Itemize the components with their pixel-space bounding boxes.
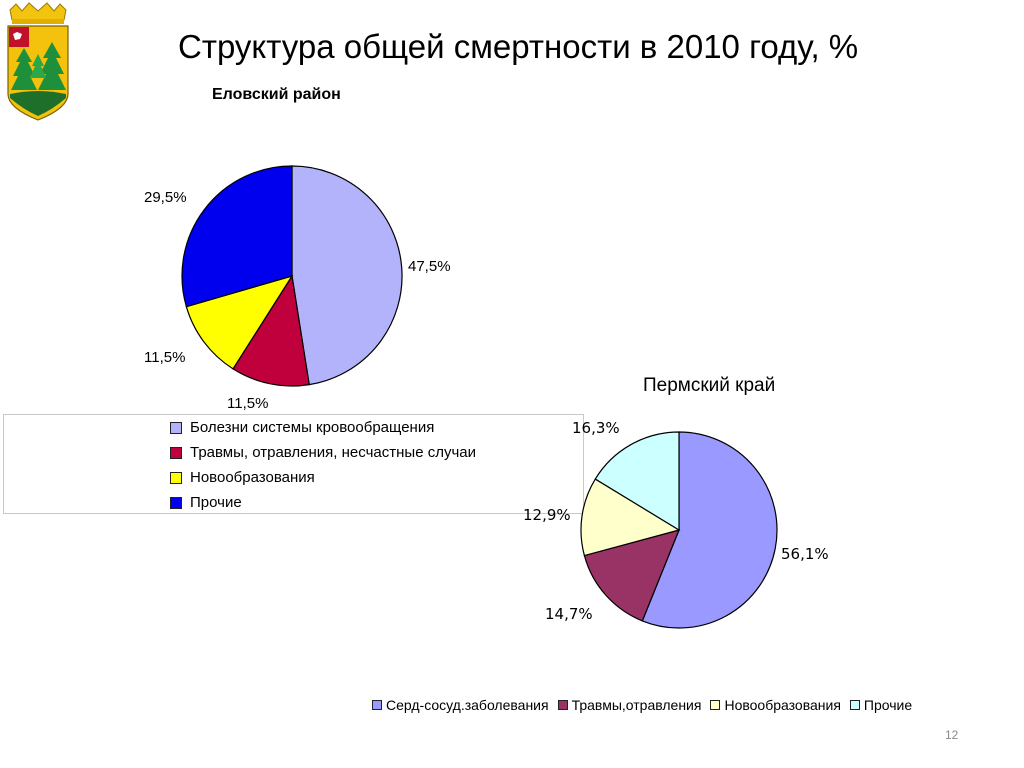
pie-slice-perm-cardio <box>641 431 778 629</box>
pie-slice-perm-injuries <box>583 529 681 622</box>
pie-slice-elovsky-circulatory <box>291 165 403 386</box>
data-label-elovsky-injuries: 11,5% <box>227 395 269 412</box>
data-label-elovsky-other: 29,5% <box>144 189 187 206</box>
legend-swatch-perm-neoplasms <box>710 700 721 710</box>
data-label-perm-cardio: 56,1% <box>781 545 829 563</box>
legend-label-circulatory: Болезни системы кровообращения <box>190 419 435 436</box>
data-label-perm-injuries: 14,7% <box>545 605 593 623</box>
legend-item-other: Прочие <box>170 494 242 511</box>
data-label-elovsky-circulatory: 47,5% <box>408 258 451 275</box>
legend-swatch-neoplasms <box>170 471 182 484</box>
legend-swatch-cardio <box>372 700 382 710</box>
legend-label-perm-neoplasms: Новообразования <box>724 697 841 713</box>
legend-item-perm-other: Прочие <box>849 697 913 713</box>
legend-item-perm-injuries: Травмы,отравления <box>557 697 702 713</box>
legend-swatch-perm-other <box>849 700 860 710</box>
legend-swatch-other <box>170 496 182 509</box>
chart-title-perm: Пермский край <box>643 375 776 396</box>
legend-item-circulatory: Болезни системы кровообращения <box>170 419 434 436</box>
pie-slice-perm-other <box>594 431 680 532</box>
legend-perm: Серд-сосуд.заболевания Травмы,отравления… <box>372 697 921 713</box>
legend-label-injuries: Травмы, отравления, несчастные случаи <box>190 444 476 461</box>
legend-label-cardio: Серд-сосуд.заболевания <box>386 697 549 713</box>
pie-slice-perm-neoplasms <box>580 478 681 557</box>
legend-elovsky: Болезни системы кровообращения Травмы, о… <box>3 414 584 514</box>
legend-label-perm-other: Прочие <box>863 697 913 713</box>
legend-label-perm-injuries: Травмы,отравления <box>571 697 702 713</box>
legend-swatch-injuries <box>170 446 182 459</box>
slide-title: Структура общей смертности в 2010 году, … <box>178 28 859 65</box>
coat-of-arms-emblem <box>7 2 69 121</box>
pie-slice-elovsky-other <box>181 165 293 308</box>
legend-item-perm-neoplasms: Новообразования <box>710 697 841 713</box>
legend-swatch-perm-injuries <box>557 700 568 710</box>
pie-slice-elovsky-injuries <box>232 274 310 387</box>
legend-label-other: Прочие <box>190 494 242 511</box>
chart-title-elovsky: Еловский район <box>212 86 341 103</box>
legend-item-neoplasms: Новообразования <box>170 469 315 486</box>
legend-item-injuries: Травмы, отравления, несчастные случаи <box>170 444 476 461</box>
legend-item-cardio: Серд-сосуд.заболевания <box>372 697 549 713</box>
page-number: 12 <box>945 728 959 742</box>
legend-label-neoplasms: Новообразования <box>190 469 315 486</box>
legend-swatch-circulatory <box>170 421 182 434</box>
data-label-elovsky-neoplasms: 11,5% <box>144 349 186 366</box>
data-label-perm-neoplasms: 12,9% <box>523 506 571 524</box>
data-label-perm-other: 16,3% <box>572 419 620 437</box>
